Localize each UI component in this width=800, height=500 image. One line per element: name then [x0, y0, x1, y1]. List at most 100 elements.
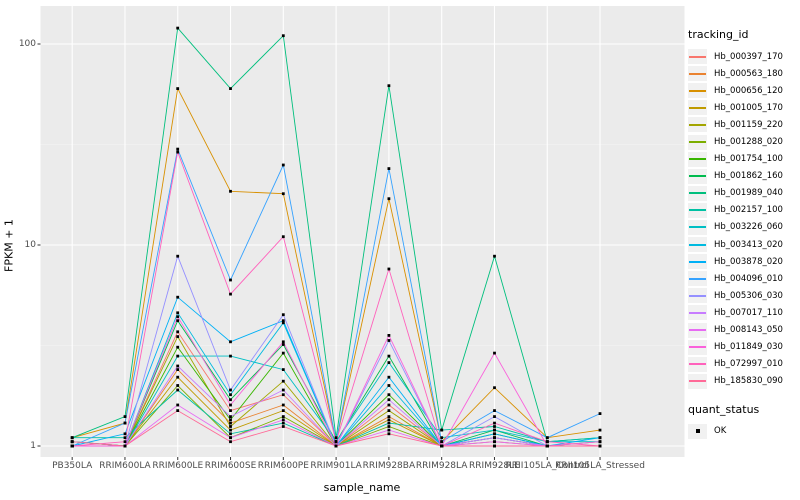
legend-item-Hb_008143_050: Hb_008143_050: [688, 322, 800, 339]
data-point: [176, 330, 180, 334]
data-point: [387, 384, 391, 387]
data-point: [229, 87, 232, 90]
line-swatch-icon: [688, 49, 707, 65]
data-point: [281, 415, 285, 418]
data-point: [123, 415, 127, 418]
line-swatch-icon: [688, 100, 707, 116]
x-tick-label-RRIM928LE: RRIM928LE: [469, 461, 520, 471]
data-point: [123, 444, 127, 448]
data-point: [176, 345, 180, 349]
line-swatch-icon: [688, 134, 707, 150]
data-point: [598, 412, 602, 415]
legend-color-title: tracking_id: [688, 28, 749, 41]
legend-item-label: Hb_001288_020: [714, 137, 783, 148]
data-point: [176, 147, 180, 151]
data-point: [281, 418, 285, 422]
legend-item-label: Hb_002157_100: [714, 205, 783, 216]
data-point: [176, 335, 180, 338]
legend-item-Hb_002157_100: Hb_002157_100: [688, 202, 800, 219]
data-point: [229, 440, 232, 444]
data-point: [281, 388, 285, 392]
legend-item-Hb_003878_020: Hb_003878_020: [688, 253, 800, 270]
legend-item-Hb_000563_180: Hb_000563_180: [688, 65, 800, 82]
data-point: [229, 436, 232, 440]
legend-item-Hb_185830_090: Hb_185830_090: [688, 373, 800, 390]
legend-item-label: Hb_007017_110: [714, 307, 783, 318]
data-point: [334, 444, 338, 448]
legend-item-label: Hb_001862_160: [714, 171, 783, 182]
data-point: [229, 432, 232, 436]
data-point: [598, 440, 602, 444]
data-point: [176, 315, 180, 319]
legend-item-label: Hb_000397_170: [714, 51, 783, 62]
x-tick-label-RRIM928LA: RRIM928LA: [415, 461, 468, 471]
data-point: [281, 403, 285, 407]
data-point: [334, 440, 338, 444]
data-point: [387, 415, 391, 418]
legend-item-label: Hb_001754_100: [714, 154, 783, 165]
data-point: [387, 361, 391, 364]
data-point: [493, 254, 496, 258]
data-point: [493, 425, 496, 428]
data-point: [387, 167, 391, 170]
data-point: [598, 444, 602, 448]
data-point: [176, 87, 180, 90]
x-tick-label-RRIM600LA: RRIM600LA: [99, 461, 151, 471]
legend-item-label: Hb_072997_010: [714, 359, 783, 370]
data-point: [545, 444, 549, 448]
data-point: [281, 319, 285, 323]
data-point: [176, 319, 180, 323]
data-point: [493, 409, 496, 412]
line-swatch-icon: [688, 237, 707, 253]
data-point: [545, 436, 549, 440]
legend-item-label: Hb_003226_060: [714, 222, 783, 233]
data-point: [281, 235, 285, 239]
data-point: [176, 364, 180, 368]
data-point: [387, 375, 391, 379]
data-point: [123, 432, 127, 436]
legend: tracking_id Hb_000397_170 Hb_000563_180 Hb…: [688, 28, 800, 440]
data-point: [176, 388, 180, 392]
x-axis-title: sample_name: [323, 481, 401, 494]
legend-item-Hb_007017_110: Hb_007017_110: [688, 304, 800, 321]
data-point: [281, 421, 285, 425]
line-swatch-icon: [688, 185, 707, 201]
line-swatch-icon: [688, 83, 707, 99]
line-swatch-icon: [688, 202, 707, 218]
data-point: [176, 384, 180, 387]
x-tick-label-RRIM600LE: RRIM600LE: [152, 461, 204, 471]
legend-item-Hb_001754_100: Hb_001754_100: [688, 151, 800, 168]
data-point: [387, 339, 391, 342]
legend-item-Hb_000397_170: Hb_000397_170: [688, 48, 800, 65]
legend-item-label: Hb_003413_020: [714, 239, 783, 250]
legend-item-Hb_003226_060: Hb_003226_060: [688, 219, 800, 236]
legend-item-label: Hb_004096_010: [714, 273, 783, 284]
legend-item-Hb_004096_010: Hb_004096_010: [688, 270, 800, 287]
legend-item-Hb_072997_010: Hb_072997_010: [688, 356, 800, 373]
data-point: [493, 351, 496, 355]
legend-item-label: Hb_011849_030: [714, 342, 783, 353]
data-point: [387, 409, 391, 412]
line-swatch-icon: [688, 339, 707, 355]
data-point: [176, 150, 180, 154]
data-point: [387, 403, 391, 407]
data-point: [176, 403, 180, 407]
data-point: [229, 421, 232, 425]
legend-item-label: Hb_001159_220: [714, 119, 783, 130]
line-swatch-icon: [688, 219, 707, 235]
data-point: [545, 440, 549, 444]
data-point: [387, 398, 391, 402]
data-point: [176, 254, 180, 258]
data-point: [229, 189, 232, 193]
ok-point-swatch-icon: [688, 423, 707, 439]
line-swatch-icon: [688, 322, 707, 338]
data-point: [493, 440, 496, 444]
legend-item-Hb_001288_020: Hb_001288_020: [688, 133, 800, 150]
panel-background: [40, 6, 685, 457]
data-point: [229, 393, 232, 397]
data-point: [493, 444, 496, 448]
data-point: [229, 354, 232, 358]
data-point: [281, 409, 285, 412]
data-point: [123, 421, 127, 425]
